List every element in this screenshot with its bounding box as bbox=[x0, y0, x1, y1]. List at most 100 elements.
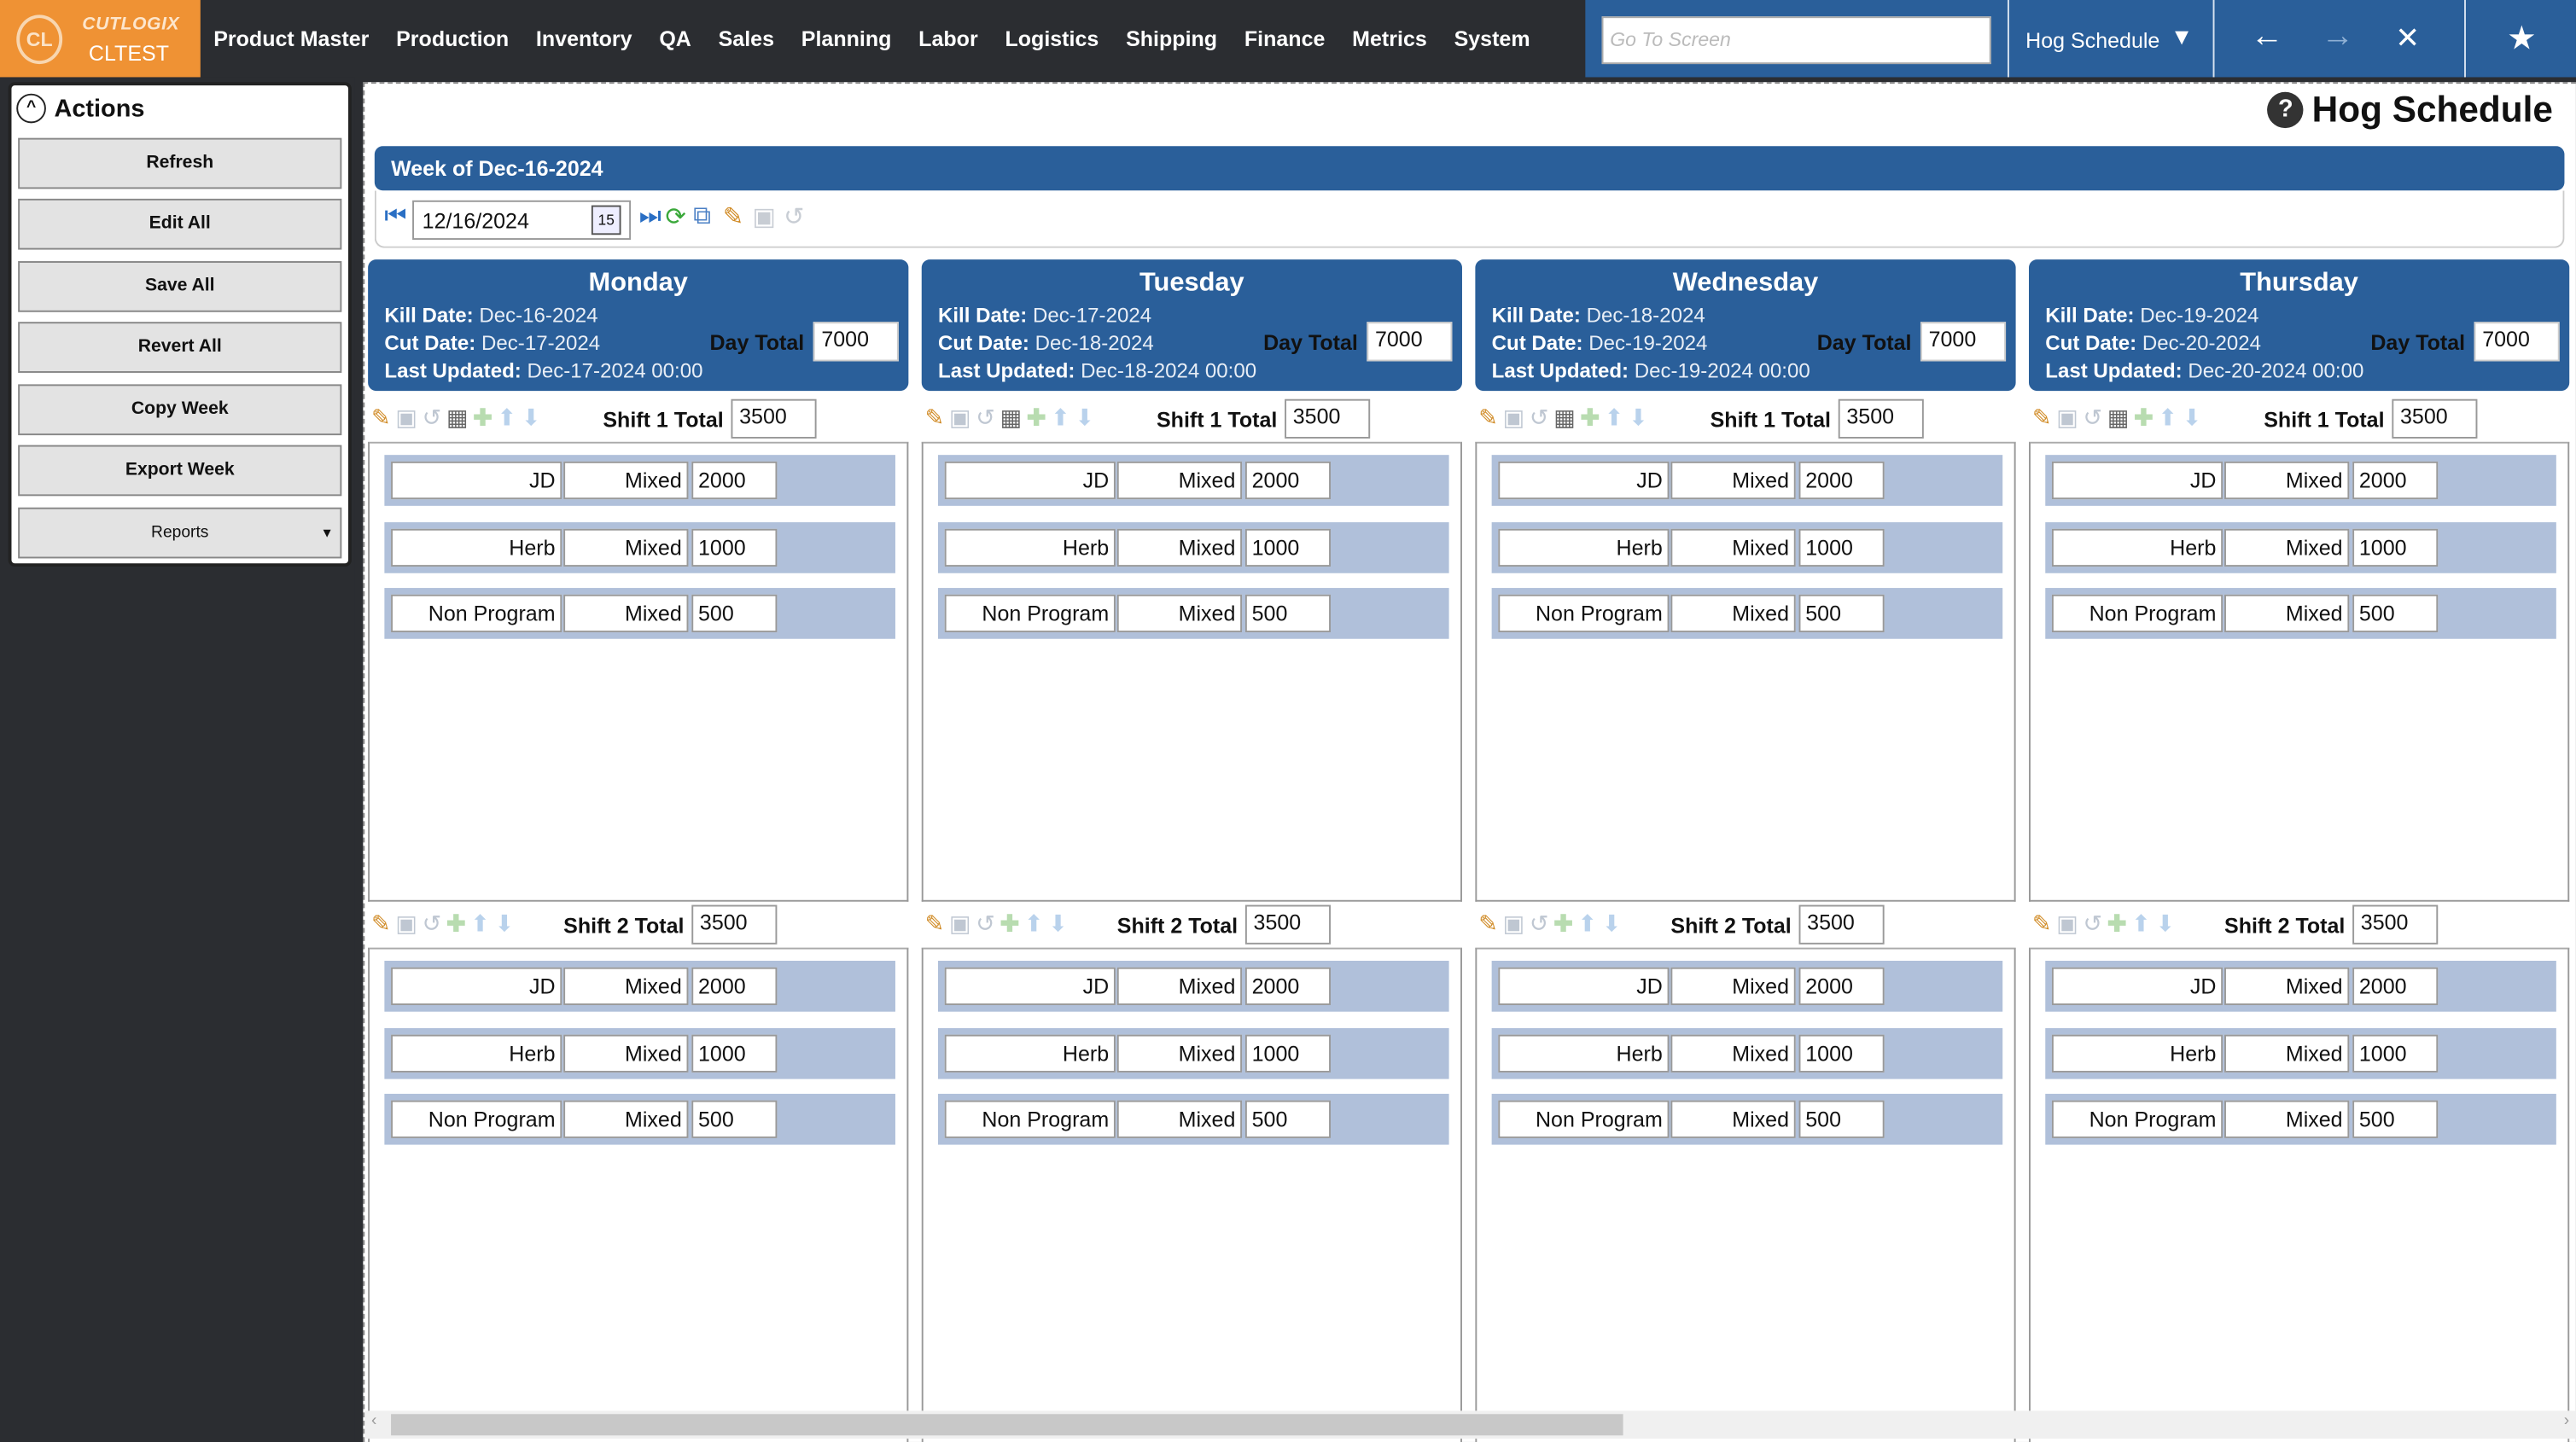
edit-all-button[interactable]: Edit All bbox=[18, 199, 342, 251]
type-field[interactable]: Mixed bbox=[1116, 1100, 1243, 1138]
move-up-icon[interactable]: ⬆ bbox=[497, 404, 517, 431]
undo-icon[interactable]: ↺ bbox=[976, 910, 995, 937]
calculator-icon[interactable]: ▦ bbox=[1553, 404, 1576, 431]
move-up-icon[interactable]: ⬆ bbox=[1023, 910, 1044, 937]
export-week-button[interactable]: Export Week bbox=[18, 445, 342, 497]
menu-item[interactable]: QA bbox=[659, 26, 691, 51]
pencil-icon[interactable]: ✎ bbox=[2031, 404, 2052, 431]
program-field[interactable]: Non Program bbox=[1498, 1100, 1670, 1138]
pencil-icon[interactable]: ✎ bbox=[2031, 910, 2052, 937]
move-down-icon[interactable]: ⬇ bbox=[1629, 404, 1648, 431]
shift-total-input[interactable]: 3500 bbox=[2392, 398, 2478, 439]
move-down-icon[interactable]: ⬇ bbox=[1601, 910, 1622, 937]
move-down-icon[interactable]: ⬇ bbox=[2182, 404, 2202, 431]
add-icon[interactable]: ✚ bbox=[2134, 404, 2153, 431]
program-field[interactable]: Herb bbox=[1498, 1033, 1670, 1072]
menu-item[interactable]: Shipping bbox=[1126, 26, 1218, 51]
shift-total-input[interactable]: 3500 bbox=[1798, 904, 1885, 945]
type-field[interactable]: Mixed bbox=[1116, 527, 1243, 567]
move-down-icon[interactable]: ⬇ bbox=[521, 404, 541, 431]
undo-icon[interactable]: ↺ bbox=[1529, 404, 1549, 431]
type-field[interactable]: Mixed bbox=[2224, 461, 2350, 500]
menu-item[interactable]: Labor bbox=[918, 26, 978, 51]
program-field[interactable]: JD bbox=[944, 967, 1116, 1005]
program-field[interactable]: JD bbox=[2051, 967, 2223, 1005]
copy-icon[interactable]: ⧉ bbox=[693, 201, 711, 230]
save-icon[interactable]: ▣ bbox=[1502, 404, 1525, 431]
shift-total-input[interactable]: 3500 bbox=[731, 398, 817, 439]
quantity-field[interactable]: 1000 bbox=[2352, 1033, 2439, 1072]
scroll-right-icon[interactable]: › bbox=[2563, 1412, 2570, 1431]
day-total-input[interactable]: 7000 bbox=[813, 322, 899, 362]
quantity-field[interactable]: 500 bbox=[2352, 594, 2439, 633]
program-field[interactable]: Herb bbox=[2051, 1033, 2223, 1072]
pencil-icon[interactable]: ✎ bbox=[924, 404, 945, 431]
move-up-icon[interactable]: ⬆ bbox=[470, 910, 490, 937]
save-icon[interactable]: ▣ bbox=[1502, 910, 1525, 937]
scrollbar-thumb[interactable] bbox=[391, 1414, 1623, 1436]
add-icon[interactable]: ✚ bbox=[473, 404, 492, 431]
move-down-icon[interactable]: ⬇ bbox=[2155, 910, 2176, 937]
program-field[interactable]: JD bbox=[944, 461, 1116, 500]
quantity-field[interactable]: 1000 bbox=[1798, 527, 1885, 567]
undo-icon[interactable]: ↺ bbox=[422, 404, 442, 431]
actions-header[interactable]: ^ Actions bbox=[16, 93, 144, 124]
save-icon[interactable]: ▣ bbox=[395, 404, 417, 431]
type-field[interactable]: Mixed bbox=[1670, 967, 1796, 1005]
program-field[interactable]: Non Program bbox=[2051, 594, 2223, 633]
quantity-field[interactable]: 500 bbox=[691, 594, 778, 633]
save-all-button[interactable]: Save All bbox=[18, 260, 342, 312]
pencil-icon[interactable]: ✎ bbox=[370, 404, 391, 431]
quantity-field[interactable]: 500 bbox=[691, 1100, 778, 1138]
day-total-input[interactable]: 7000 bbox=[1367, 322, 1453, 362]
type-field[interactable]: Mixed bbox=[563, 594, 689, 633]
star-favorite-icon[interactable]: ★ bbox=[2507, 21, 2537, 58]
day-total-input[interactable]: 7000 bbox=[2474, 322, 2560, 362]
shift-total-input[interactable]: 3500 bbox=[691, 904, 778, 945]
move-up-icon[interactable]: ⬆ bbox=[1577, 910, 1598, 937]
program-field[interactable]: Non Program bbox=[944, 1100, 1116, 1138]
program-field[interactable]: Non Program bbox=[1498, 594, 1670, 633]
program-field[interactable]: JD bbox=[2051, 461, 2223, 500]
quantity-field[interactable]: 2000 bbox=[2352, 967, 2439, 1005]
type-field[interactable]: Mixed bbox=[563, 1033, 689, 1072]
pencil-icon[interactable]: ✎ bbox=[370, 910, 391, 937]
menu-item[interactable]: Metrics bbox=[1352, 26, 1427, 51]
save-icon[interactable]: ▣ bbox=[2056, 404, 2078, 431]
menu-item[interactable]: Finance bbox=[1244, 26, 1326, 51]
calendar-icon[interactable]: 15 bbox=[591, 205, 621, 235]
type-field[interactable]: Mixed bbox=[2224, 1100, 2350, 1138]
pencil-icon[interactable]: ✎ bbox=[1478, 404, 1498, 431]
add-icon[interactable]: ✚ bbox=[1553, 910, 1573, 937]
type-field[interactable]: Mixed bbox=[2224, 1033, 2350, 1072]
shift-total-input[interactable]: 3500 bbox=[1838, 398, 1924, 439]
program-field[interactable]: Herb bbox=[391, 527, 562, 567]
quantity-field[interactable]: 2000 bbox=[1798, 461, 1885, 500]
save-icon[interactable]: ▣ bbox=[2056, 910, 2078, 937]
quantity-field[interactable]: 2000 bbox=[691, 461, 778, 500]
save-icon[interactable]: ▣ bbox=[395, 910, 417, 937]
back-arrow-icon[interactable]: ← bbox=[2250, 18, 2284, 55]
save-icon[interactable]: ▣ bbox=[948, 404, 971, 431]
pencil-icon[interactable]: ✎ bbox=[1478, 910, 1498, 937]
menu-item[interactable]: Planning bbox=[801, 26, 892, 51]
type-field[interactable]: Mixed bbox=[1670, 594, 1796, 633]
type-field[interactable]: Mixed bbox=[1670, 527, 1796, 567]
move-down-icon[interactable]: ⬇ bbox=[1048, 910, 1068, 937]
menu-item[interactable]: Production bbox=[396, 26, 510, 51]
menu-item[interactable]: Product Master bbox=[213, 26, 370, 51]
horizontal-scrollbar[interactable]: ‹ › bbox=[364, 1410, 2576, 1439]
quantity-field[interactable]: 2000 bbox=[2352, 461, 2439, 500]
scroll-left-icon[interactable]: ‹ bbox=[370, 1412, 377, 1431]
type-field[interactable]: Mixed bbox=[1116, 461, 1243, 500]
quantity-field[interactable]: 1000 bbox=[1244, 1033, 1332, 1072]
menu-item[interactable]: Logistics bbox=[1005, 26, 1099, 51]
program-field[interactable]: Non Program bbox=[2051, 1100, 2223, 1138]
help-icon[interactable]: ? bbox=[2267, 91, 2305, 129]
quantity-field[interactable]: 1000 bbox=[691, 1033, 778, 1072]
move-down-icon[interactable]: ⬇ bbox=[1075, 404, 1095, 431]
program-field[interactable]: Herb bbox=[944, 527, 1116, 567]
add-icon[interactable]: ✚ bbox=[446, 910, 466, 937]
type-field[interactable]: Mixed bbox=[1116, 594, 1243, 633]
undo-icon[interactable]: ↺ bbox=[784, 203, 805, 232]
